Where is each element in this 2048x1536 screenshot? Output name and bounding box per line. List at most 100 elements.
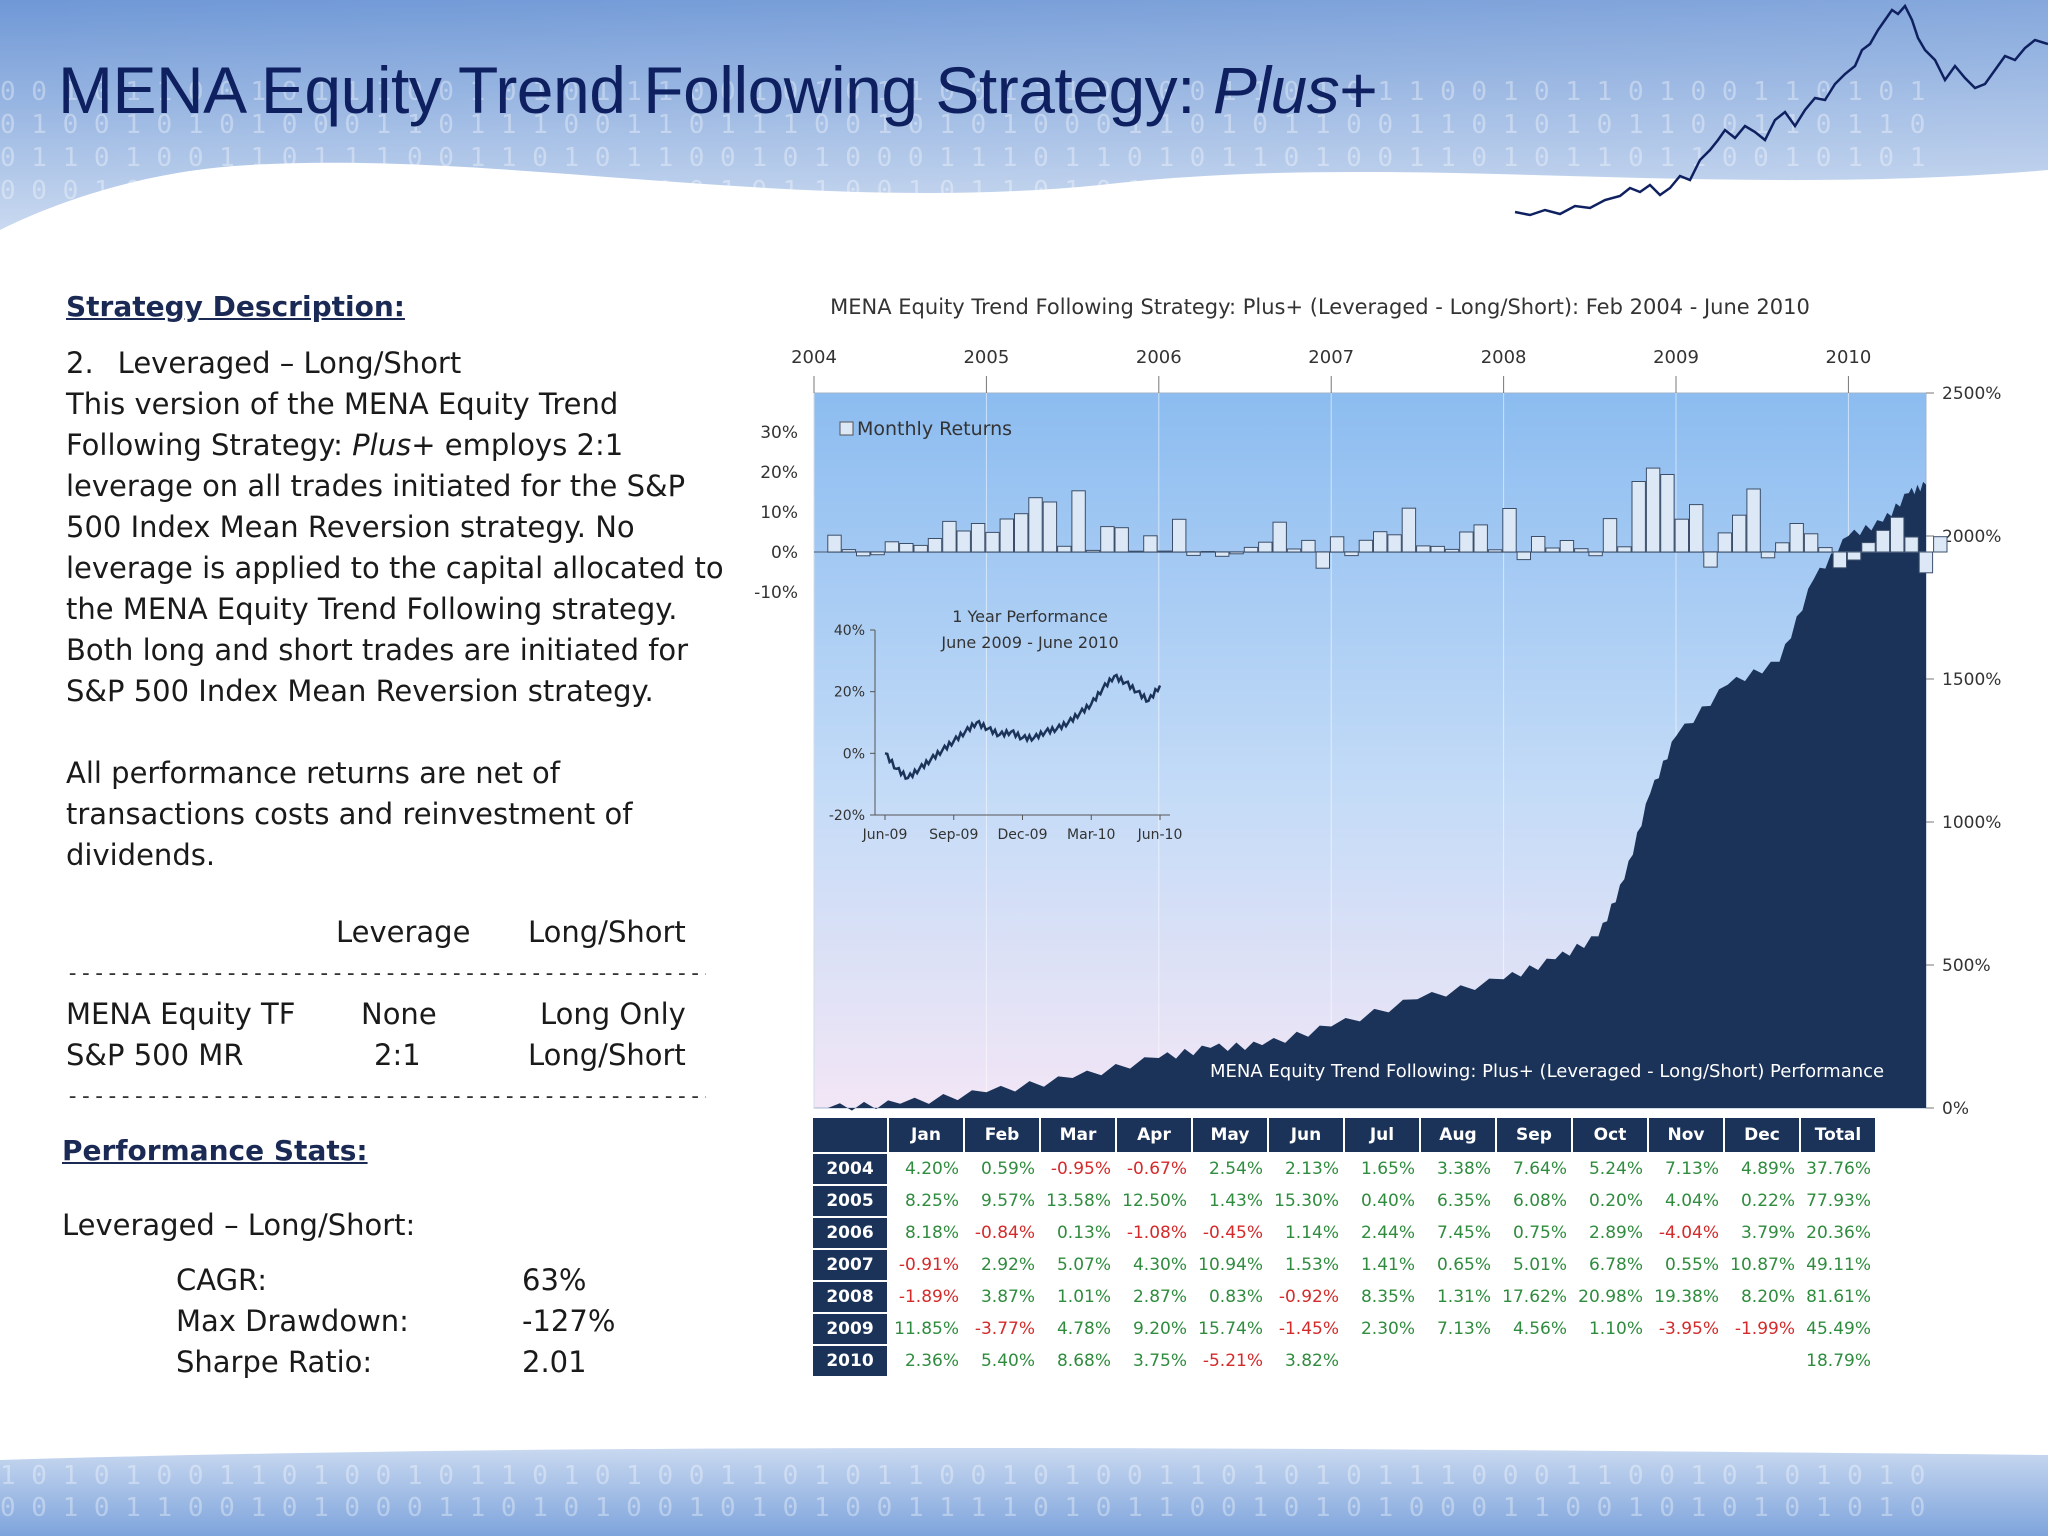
leverage-row: S&P 500 MR 2:1 Long/Short bbox=[66, 1035, 726, 1076]
monthly-return-bar bbox=[1775, 542, 1790, 553]
return-cell: 0.83% bbox=[1193, 1282, 1267, 1314]
return-cell: 8.20% bbox=[1725, 1282, 1799, 1314]
return-cell: 15.74% bbox=[1193, 1314, 1267, 1346]
column-header: Mar bbox=[1041, 1118, 1115, 1154]
performance-chart: MENA Equity Trend Following Strategy: Pl… bbox=[754, 295, 2001, 1119]
strategy-heading: Strategy Description: bbox=[66, 290, 405, 323]
return-cell: 9.20% bbox=[1117, 1314, 1191, 1346]
return-cell: 7.13% bbox=[1421, 1314, 1495, 1346]
inset-y-tick-label: -20% bbox=[829, 808, 865, 824]
strategy-description: Strategy Description: 2. Leveraged – Long… bbox=[66, 286, 726, 876]
return-cell: 0.65% bbox=[1421, 1250, 1495, 1282]
monthly-return-bar bbox=[1100, 526, 1115, 553]
y-tick-label: 2500% bbox=[1942, 384, 2001, 404]
y-tick-label: 1000% bbox=[1942, 813, 2001, 833]
stat-label: Sharpe Ratio: bbox=[176, 1345, 373, 1379]
return-cell: 5.01% bbox=[1497, 1250, 1571, 1282]
return-cell: 4.20% bbox=[889, 1154, 963, 1186]
year-cell: 2010 bbox=[813, 1346, 887, 1378]
table-row: 2010 2.36% 5.40% 8.68% 3.75% -5.21% 3.82% 18.79… bbox=[813, 1346, 1875, 1378]
binary-pattern: 0 0 1 0 1 1 0 0 1 0 1 1 1 0 0 1 0 1 0 1 … bbox=[0, 77, 1925, 206]
desc-part-2: employs 2:1 leverage on all trades initi… bbox=[66, 428, 724, 708]
return-cell: 5.24% bbox=[1573, 1154, 1647, 1186]
svg-text:0 0 1 0 1 1 0 0 1 0 1 0 0 0 1: 0 0 1 0 1 1 0 0 1 0 1 0 0 0 1 1 0 1 0 1 … bbox=[0, 1493, 1925, 1523]
return-cell: 3.82% bbox=[1269, 1346, 1343, 1378]
monthly-return-bar bbox=[1243, 546, 1259, 553]
column-header: Feb bbox=[965, 1118, 1039, 1154]
monthly-return-bar bbox=[884, 541, 900, 553]
return-cell: 12.50% bbox=[1117, 1186, 1191, 1218]
inset-x-tick-label: Jun-09 bbox=[862, 827, 908, 843]
return-cell: 4.78% bbox=[1041, 1314, 1115, 1346]
table-header-row: Jan Feb Mar Apr May Jun Jul Aug Sep Oct Nov Dec Tota… bbox=[813, 1118, 1875, 1154]
table-row: 2009 11.85% -3.77% 4.78% 9.20% 15.74% -1.45% 2.… bbox=[813, 1314, 1875, 1346]
monthly-return-bar bbox=[1760, 551, 1776, 559]
desc-part-1: This version of the MENA Equity Trend Fo… bbox=[66, 387, 619, 462]
monthly-return-bar bbox=[942, 520, 957, 553]
monthly-return-bar bbox=[1329, 536, 1345, 553]
year-cell: 2007 bbox=[813, 1250, 887, 1282]
stat-row: Sharpe Ratio: 2.01 bbox=[62, 1342, 662, 1383]
total-cell: 45.49% bbox=[1801, 1314, 1875, 1346]
return-cell: 2.30% bbox=[1345, 1314, 1419, 1346]
return-cell: -0.91% bbox=[889, 1250, 963, 1282]
performance-subheading: Leveraged – Long/Short: bbox=[62, 1208, 416, 1242]
monthly-return-bar bbox=[1574, 548, 1589, 553]
table-row: 2008 -1.89% 3.87% 1.01% 2.87% 0.83% -0.92% 8.35… bbox=[813, 1282, 1875, 1314]
monthly-return-bar bbox=[1832, 551, 1847, 569]
monthly-return-bar bbox=[1444, 548, 1460, 553]
total-cell: 18.79% bbox=[1801, 1346, 1875, 1378]
return-cell: 2.36% bbox=[889, 1346, 963, 1378]
monthly-return-bar bbox=[1186, 551, 1201, 556]
cumulative-performance-area bbox=[827, 481, 1926, 1111]
year-cell: 2008 bbox=[813, 1282, 887, 1314]
return-cell: 2.54% bbox=[1193, 1154, 1267, 1186]
column-header: May bbox=[1193, 1118, 1267, 1154]
inset-y-ticks: 40% 20% 0% -20% bbox=[829, 623, 875, 824]
monthly-return-bar bbox=[1875, 529, 1891, 553]
monthly-return-bar bbox=[913, 544, 928, 553]
monthly-returns-table: Jan Feb Mar Apr May Jun Jul Aug Sep Oct Nov Dec Tota… bbox=[811, 1118, 1877, 1378]
monthly-return-bar bbox=[1602, 518, 1618, 553]
inset-chart: 1 Year Performance June 2009 - June 2010… bbox=[829, 607, 1183, 843]
row-longshort: Long/Short bbox=[528, 1038, 686, 1072]
x-axis-top: 2004 2005 2006 2007 2008 2009 2010 bbox=[791, 347, 1871, 393]
monthly-return-bar bbox=[1890, 516, 1905, 553]
y-tick-label: 2000% bbox=[1942, 527, 2001, 547]
monthly-return-bar bbox=[1085, 549, 1101, 553]
monthly-return-bar bbox=[1703, 551, 1718, 568]
column-header: Jul bbox=[1345, 1118, 1419, 1154]
performance-heading: Performance Stats: bbox=[62, 1134, 368, 1167]
inset-x-ticks: Jun-09 Sep-09 Dec-09 Mar-10 Jun-10 bbox=[862, 815, 1182, 843]
table-body: 2004 4.20% 0.59% -0.95% -0.67% 2.54% 2.13% 1.65… bbox=[813, 1154, 1875, 1378]
monthly-return-bar bbox=[956, 530, 971, 553]
bar-y-tick-label: 0% bbox=[771, 543, 798, 563]
return-cell: 3.75% bbox=[1117, 1346, 1191, 1378]
monthly-return-bar bbox=[1631, 481, 1646, 553]
monthly-return-bar bbox=[999, 518, 1015, 553]
inset-y-tick-label: 40% bbox=[834, 623, 865, 639]
item-number: 2. bbox=[66, 346, 94, 380]
column-header: Total bbox=[1801, 1118, 1875, 1154]
monthly-return-bar bbox=[1401, 507, 1417, 553]
row-longshort: Long Only bbox=[540, 997, 686, 1031]
y-axis-right: 0% 500% 1000% 1500% 2000% 2500% bbox=[1926, 384, 2001, 1119]
return-cell bbox=[1649, 1346, 1723, 1378]
bar-y-tick-label: 30% bbox=[760, 423, 798, 443]
return-cell: 0.20% bbox=[1573, 1186, 1647, 1218]
banner-price-line bbox=[1514, 3, 2048, 217]
monthly-return-bar bbox=[1933, 536, 1948, 553]
monthly-return-bar bbox=[1042, 501, 1058, 553]
monthly-return-bar bbox=[1516, 551, 1531, 561]
column-header: Jun bbox=[1269, 1118, 1343, 1154]
separator: ----------------------------------------… bbox=[66, 1084, 706, 1109]
return-cell: 8.25% bbox=[889, 1186, 963, 1218]
monthly-return-bar bbox=[870, 551, 885, 556]
return-cell: 17.62% bbox=[1497, 1282, 1571, 1314]
return-cell: -1.99% bbox=[1725, 1314, 1799, 1346]
monthly-return-bar bbox=[1689, 504, 1704, 553]
monthly-return-bar bbox=[899, 543, 914, 553]
bar-y-axis: 30% 20% 10% 0% -10% bbox=[754, 423, 798, 603]
slide-title-suffix: + bbox=[1339, 53, 1378, 127]
return-cell: -3.77% bbox=[965, 1314, 1039, 1346]
